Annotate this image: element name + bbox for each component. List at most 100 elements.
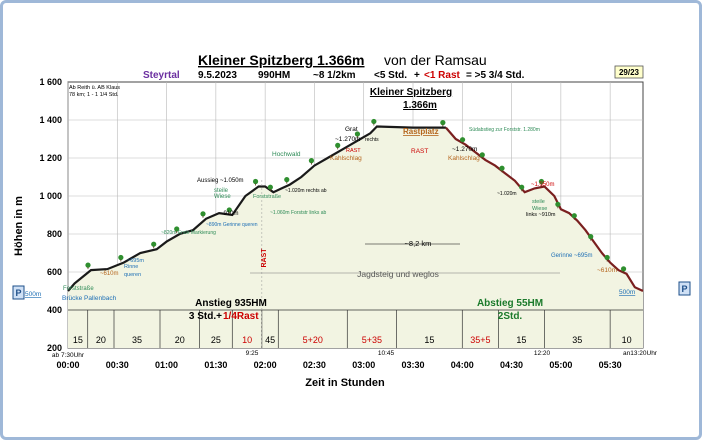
time-mark-3: 12:20 bbox=[534, 350, 551, 357]
tree-icon bbox=[252, 178, 259, 185]
tree-icon bbox=[267, 184, 273, 190]
tree-icon bbox=[538, 178, 545, 185]
rast-vertical-label: RAST bbox=[261, 248, 268, 268]
tree-icon bbox=[604, 254, 610, 261]
y-tick-label: 1 200 bbox=[39, 153, 62, 163]
profile-annotation: RAST bbox=[411, 148, 428, 155]
segment-time-label: 35 bbox=[572, 335, 582, 345]
x-tick-label: 00:00 bbox=[56, 360, 79, 370]
y-tick-label: 200 bbox=[47, 343, 62, 353]
tree-icon bbox=[440, 120, 446, 126]
tree-icon bbox=[85, 262, 91, 268]
profile-annotation: Gerinne ~695m bbox=[551, 253, 593, 259]
distance-label: ~8,2 km bbox=[405, 239, 432, 248]
tree-icon bbox=[335, 142, 341, 148]
axes: 200 400 600 800 1 000 1 200 1 400 1 600 00:00 00:… bbox=[39, 77, 621, 370]
y-tick-label: 1 000 bbox=[39, 191, 62, 201]
header-rest: <1 Rast bbox=[424, 70, 461, 81]
segment-time-label: 10 bbox=[242, 335, 252, 345]
tree-icon bbox=[479, 152, 485, 158]
corner-note-2: 78 km; 1 - 1 1/4 Std. bbox=[69, 92, 119, 98]
time-mark-end: an13:20Uhr bbox=[623, 350, 658, 357]
tree-icon bbox=[226, 207, 232, 213]
profile-annotation: Grat bbox=[345, 126, 358, 133]
title-rest: von der Ramsau bbox=[384, 52, 487, 68]
annotations: RAST 500m Forststraße Brücke Pallenbach ~610… bbox=[25, 126, 635, 348]
profile-annotation: RAST bbox=[346, 148, 361, 154]
segment-time-label: 15 bbox=[73, 335, 83, 345]
x-tick-label: 04:30 bbox=[500, 360, 523, 370]
x-axis-title: Zeit in Stunden bbox=[305, 377, 385, 389]
header-time-a: <5 Std. bbox=[374, 70, 407, 81]
x-tick-label: 00:30 bbox=[106, 360, 129, 370]
parking-left-icon: P bbox=[15, 288, 21, 298]
segment-time-label: 35 bbox=[132, 335, 142, 345]
y-tick-label: 600 bbox=[47, 267, 62, 277]
ascent-label: Anstieg 935HM bbox=[195, 298, 267, 309]
profile-annotation: links ~910m bbox=[526, 212, 556, 218]
parking-right-icon: P bbox=[681, 284, 687, 294]
segment-time-label: 5+35 bbox=[362, 335, 382, 345]
tree-icon bbox=[499, 165, 505, 171]
x-tick-label: 03:30 bbox=[401, 360, 424, 370]
profile-annotation: Kahlschlag bbox=[448, 155, 480, 162]
profile-annotation: ~610m bbox=[597, 267, 617, 274]
profile-annotation: ~695m bbox=[127, 258, 144, 264]
segment-time-label: 20 bbox=[175, 335, 185, 345]
time-mark-start: ab 7:30Uhr bbox=[52, 352, 85, 359]
segment-time-label: 10 bbox=[622, 335, 632, 345]
header-time-plus: + bbox=[414, 70, 420, 81]
segment-time-label: 20 bbox=[96, 335, 106, 345]
page-badge-box bbox=[614, 65, 644, 79]
profile-fill bbox=[68, 126, 643, 348]
x-tick-label: 03:00 bbox=[352, 360, 375, 370]
ascent-rest: 1/4Rast bbox=[223, 311, 259, 322]
segment-time-label: 45 bbox=[265, 335, 275, 345]
header-time-total: = >5 3/4 Std. bbox=[466, 70, 525, 81]
profile-annotation: 500m bbox=[619, 289, 635, 296]
profile-annotation: ~1.270m bbox=[452, 146, 477, 153]
profile-annotation: ~1.020m bbox=[497, 191, 517, 197]
parking-right-box bbox=[678, 281, 691, 296]
profile-annotation: Brücke Pallenbach bbox=[62, 295, 117, 302]
profile-annotation: Wiese bbox=[532, 206, 547, 212]
segment-time-label: 35+5 bbox=[470, 335, 490, 345]
tree-icon bbox=[174, 226, 180, 232]
profile-annotation: rechts bbox=[365, 137, 379, 143]
profile-annotation: ~1.270m bbox=[335, 136, 360, 143]
segment-time-label: 15 bbox=[424, 335, 434, 345]
profile-annotation: ~1.020m rechts ab bbox=[285, 188, 327, 194]
tree-icon bbox=[118, 254, 124, 261]
profile-annotation: ~1.050m bbox=[531, 182, 555, 188]
x-tick-label: 01:30 bbox=[204, 360, 227, 370]
tree-icon bbox=[620, 266, 627, 272]
tree-icon bbox=[308, 158, 315, 164]
x-tick-label: 01:00 bbox=[155, 360, 178, 370]
profile-annotation: Aussieg ~1.050m bbox=[197, 178, 244, 184]
page-badge: 29/23 bbox=[619, 68, 640, 77]
profile-annotation: Rastplatz bbox=[403, 127, 439, 136]
ascent-time: 3 Std.+ bbox=[189, 311, 222, 322]
segment-time-label: 5+20 bbox=[303, 335, 323, 345]
tree-icon bbox=[571, 213, 577, 219]
y-tick-label: 1 600 bbox=[39, 77, 62, 87]
x-tick-label: 02:00 bbox=[254, 360, 277, 370]
time-mark-1: 9:25 bbox=[246, 350, 259, 357]
y-tick-label: 800 bbox=[47, 229, 62, 239]
profile-annotation: 500m bbox=[25, 291, 41, 298]
summit-label-name: Kleiner Spitzberg bbox=[370, 87, 452, 98]
header-region: Steyrtal bbox=[143, 70, 180, 81]
x-tick-label: 02:30 bbox=[303, 360, 326, 370]
profile-annotation: Forststraße bbox=[253, 194, 281, 200]
header-elev-gain: 990HM bbox=[258, 70, 290, 81]
profile-annotation: Rinne bbox=[124, 264, 138, 270]
parking-left-box bbox=[12, 285, 25, 300]
tree-icon bbox=[371, 118, 377, 125]
ascent-line bbox=[67, 125, 446, 292]
profile-annotation: ~1.060m Forststr links ab bbox=[270, 210, 326, 216]
tree-icon bbox=[588, 234, 594, 240]
profile-annotation: ~610m bbox=[100, 271, 119, 277]
profile-annotation: ~820m Ende Markierung bbox=[161, 230, 216, 236]
tree-icon bbox=[519, 184, 525, 190]
